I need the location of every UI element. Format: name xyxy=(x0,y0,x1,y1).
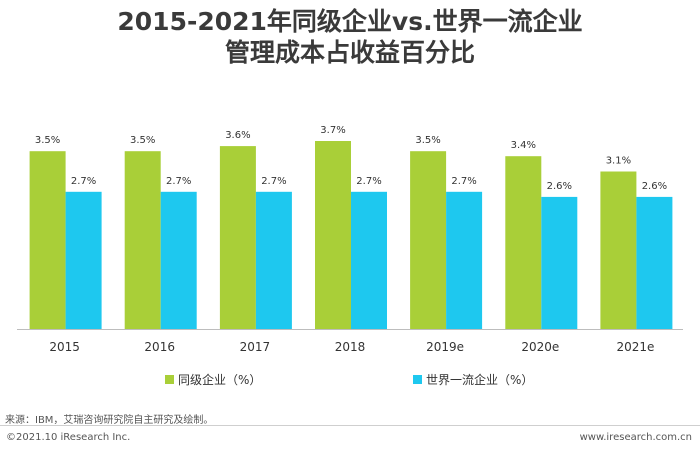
data-label-peer-2018: 3.7% xyxy=(320,125,345,136)
x-tick-label-2015: 2015 xyxy=(49,340,80,354)
bar-peer-2019e xyxy=(410,151,447,329)
data-label-world-2018: 2.7% xyxy=(356,176,381,187)
data-label-peer-2020e: 3.4% xyxy=(511,140,536,151)
bar-world-2018 xyxy=(351,191,387,329)
bar-peer-2018 xyxy=(315,141,351,329)
x-tick-label-2020e: 2020e xyxy=(521,340,559,354)
bar-peer-2017 xyxy=(219,146,256,329)
x-tick-label-2019e: 2019e xyxy=(426,340,464,354)
data-label-peer-2017: 3.6% xyxy=(225,130,250,141)
footer-divider xyxy=(0,425,700,426)
data-label-world-2019e: 2.7% xyxy=(451,176,476,187)
legend-label-world: 世界一流企业（%） xyxy=(426,373,534,387)
chart-title: 2015-2021年同级企业vs.世界一流企业 管理成本占收益百分比 xyxy=(0,6,700,68)
footer-website: www.iresearch.com.cn xyxy=(579,432,692,443)
bar-world-2016 xyxy=(160,191,197,329)
bar-peer-2020e xyxy=(505,156,542,329)
data-label-peer-2021e: 3.1% xyxy=(606,156,631,167)
legend-item-peer: 同级企业（%） xyxy=(165,371,261,388)
data-label-world-2020e: 2.6% xyxy=(547,181,572,192)
bar-peer-2016 xyxy=(124,151,161,329)
x-tick-label-2017: 2017 xyxy=(240,340,271,354)
bar-world-2015 xyxy=(65,191,102,329)
chart-legend: 同级企业（%） 世界一流企业（%） xyxy=(0,371,700,389)
legend-label-peer: 同级企业（%） xyxy=(178,373,262,387)
data-label-world-2021e: 2.6% xyxy=(642,181,667,192)
bar-world-2019e xyxy=(446,191,483,329)
bar-peer-2021e xyxy=(600,171,637,329)
footer-copyright: ©2021.10 iResearch Inc. xyxy=(6,432,131,443)
data-label-peer-2016: 3.5% xyxy=(130,135,155,146)
data-label-world-2017: 2.7% xyxy=(261,176,286,187)
chart-title-line-2: 管理成本占收益百分比 xyxy=(224,38,475,67)
legend-item-world: 世界一流企业（%） xyxy=(413,371,533,388)
bar-peer-2015 xyxy=(29,151,66,329)
legend-swatch-peer xyxy=(165,375,174,384)
bar-world-2021e xyxy=(636,196,673,329)
data-label-world-2016: 2.7% xyxy=(166,176,191,187)
data-label-peer-2015: 3.5% xyxy=(35,135,60,146)
chart-title-line-1: 2015-2021年同级企业vs.世界一流企业 xyxy=(117,7,583,36)
x-tick-label-2018: 2018 xyxy=(335,340,366,354)
bar-world-2017 xyxy=(255,191,292,329)
x-tick-label-2016: 2016 xyxy=(144,340,175,354)
data-label-world-2015: 2.7% xyxy=(71,176,96,187)
x-tick-label-2021e: 2021e xyxy=(616,340,654,354)
source-note: 来源：IBM，艾瑞咨询研究院自主研究及绘制。 xyxy=(5,415,214,426)
data-label-peer-2019e: 3.5% xyxy=(415,135,440,146)
legend-swatch-world xyxy=(413,375,422,384)
bar-world-2020e xyxy=(541,196,578,329)
